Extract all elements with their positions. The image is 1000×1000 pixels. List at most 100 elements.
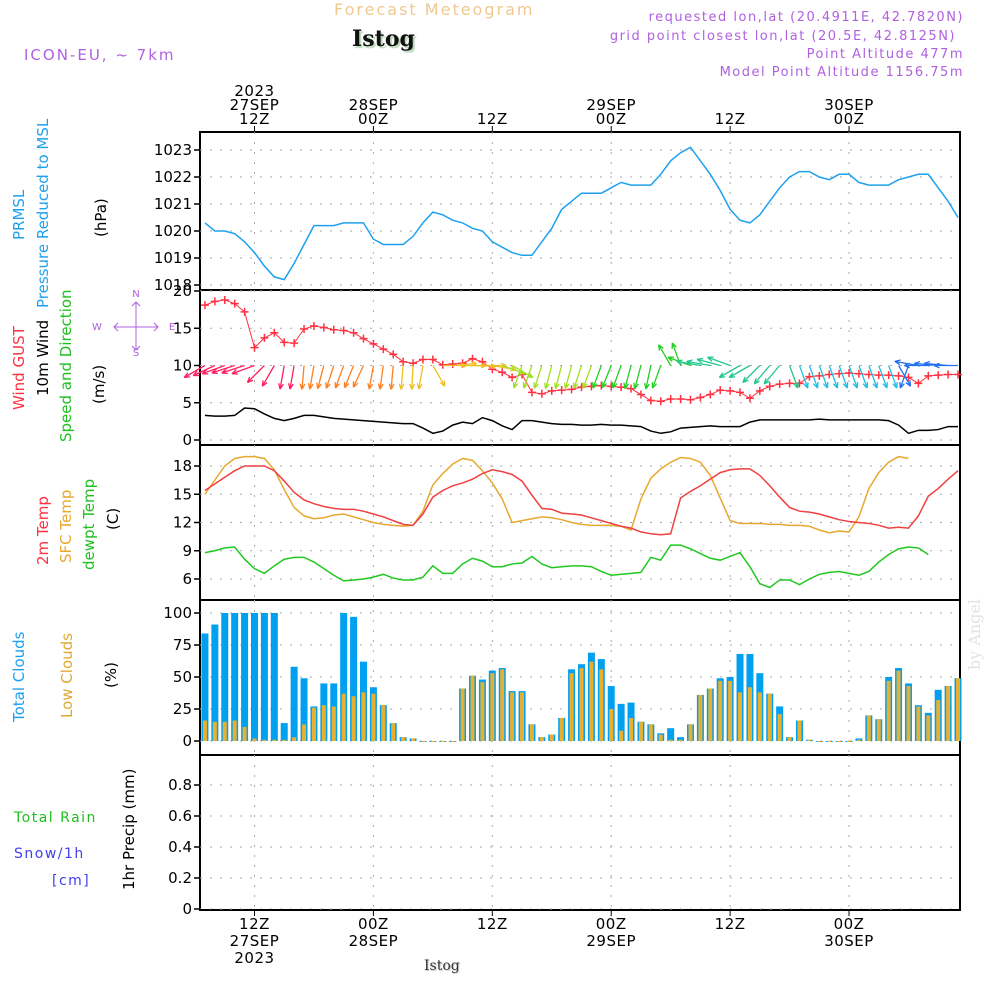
low-cloud-bar bbox=[866, 715, 871, 741]
gust-marker bbox=[736, 388, 745, 397]
gust-marker bbox=[884, 371, 893, 380]
wind-arrow bbox=[343, 365, 355, 389]
total-cloud-bar bbox=[231, 613, 239, 741]
gust-marker bbox=[795, 379, 804, 388]
low-cloud-bar bbox=[331, 706, 336, 741]
low-cloud-bar bbox=[757, 692, 762, 741]
wind-arrow bbox=[601, 365, 612, 389]
low-cloud-bar bbox=[738, 692, 743, 741]
wind-arrow bbox=[416, 365, 424, 390]
wind-arrow bbox=[299, 365, 306, 390]
low-cloud-bar bbox=[946, 685, 951, 741]
gust-marker bbox=[527, 388, 536, 397]
bottom-x-tick-label: 29SEP bbox=[586, 932, 636, 950]
wind-arrow bbox=[742, 365, 761, 384]
pressure-line bbox=[204, 146, 959, 281]
wind-arrow bbox=[798, 365, 809, 389]
grid-point-coords: grid point closest lon,lat (20.5E, 42.81… bbox=[609, 29, 956, 44]
wind-arrow bbox=[676, 359, 701, 367]
wind-arrow bbox=[522, 365, 533, 389]
y-tick-label: 0 bbox=[182, 900, 192, 918]
gust-marker bbox=[666, 395, 675, 404]
top-x-tick-label: 30SEP bbox=[824, 96, 874, 114]
low-cloud-bar bbox=[401, 737, 406, 741]
gust-marker bbox=[418, 355, 427, 364]
gust-marker bbox=[399, 357, 408, 366]
point-altitude: Point Altitude 477m bbox=[806, 47, 964, 62]
low-cloud-bar bbox=[847, 741, 852, 742]
gust-marker bbox=[448, 360, 457, 369]
y-tick-label: 15 bbox=[173, 319, 192, 337]
total-cloud-bar bbox=[340, 613, 348, 741]
low-cloud-bar bbox=[619, 730, 624, 741]
gust-marker bbox=[240, 307, 249, 316]
low-cloud-bar bbox=[252, 738, 257, 741]
total-cloud-bar bbox=[617, 703, 625, 741]
low-cloud-bar bbox=[956, 678, 961, 741]
low-cloud-bar bbox=[311, 707, 316, 741]
top-x-tick-label: 2023 bbox=[234, 82, 274, 100]
low-cloud-bar bbox=[787, 737, 792, 741]
top-x-tick-label: 00Z bbox=[834, 110, 865, 128]
wind-arrow bbox=[183, 364, 206, 379]
y-tick-label: 0.6 bbox=[168, 807, 192, 825]
gust-marker bbox=[686, 395, 695, 404]
total-cloud-bar bbox=[677, 737, 685, 741]
y-tick-label: 1021 bbox=[154, 195, 192, 213]
low-cloud-bar bbox=[351, 696, 356, 741]
low-cloud-bar bbox=[470, 675, 475, 741]
wind-arrow bbox=[553, 365, 563, 390]
wind-arrow bbox=[572, 365, 583, 389]
y-tick-label: 9 bbox=[182, 542, 192, 560]
low-cloud-bar bbox=[361, 692, 366, 741]
top-x-tick-label: 29SEP bbox=[586, 96, 636, 114]
wind-arrow bbox=[633, 365, 642, 390]
low-cloud-bar bbox=[510, 692, 515, 741]
low-cloud-bar bbox=[222, 721, 227, 741]
bottom-x-tick-label: 00Z bbox=[596, 915, 627, 933]
y-tick-label: 1020 bbox=[154, 222, 192, 240]
wind-arrow bbox=[848, 365, 859, 389]
y-tick-label: 50 bbox=[173, 668, 192, 686]
low-cloud-bar bbox=[529, 724, 534, 741]
wind-arrow bbox=[894, 359, 919, 367]
gust-marker bbox=[389, 350, 398, 359]
wind-arrow bbox=[838, 365, 849, 389]
low-cloud-bar bbox=[579, 668, 584, 741]
low-cloud-bar bbox=[807, 739, 812, 741]
gust-marker bbox=[438, 360, 447, 369]
wind-arrow bbox=[904, 362, 929, 369]
gust-marker bbox=[260, 333, 269, 342]
wind-arrow bbox=[533, 365, 543, 389]
gust-marker bbox=[498, 368, 507, 377]
wind-arrow bbox=[334, 365, 345, 389]
wind-arrow bbox=[696, 357, 721, 367]
total-cloud-bar bbox=[280, 723, 288, 741]
wind-arrow bbox=[544, 365, 553, 390]
y-tick-label: 1022 bbox=[154, 168, 192, 186]
total-cloud-bar bbox=[270, 613, 278, 741]
wind-arrow bbox=[686, 359, 711, 367]
y-tick-label: 0 bbox=[182, 732, 192, 750]
low-cloud-bar bbox=[658, 734, 663, 741]
wind-arrow bbox=[211, 364, 235, 375]
low-cloud-bar bbox=[520, 692, 525, 741]
y-tick-label: 0 bbox=[182, 431, 192, 449]
bottom-x-tick-label: 2023 bbox=[234, 949, 274, 967]
total-cloud-bar bbox=[260, 613, 268, 741]
wind-arrow bbox=[221, 364, 245, 375]
wind-arrow bbox=[753, 365, 771, 385]
low-cloud-bar bbox=[420, 741, 425, 742]
bottom-x-tick-label: 30SEP bbox=[824, 932, 874, 950]
wind-arrow bbox=[651, 365, 662, 389]
low-cloud-bar bbox=[411, 738, 416, 741]
wind-arrow bbox=[582, 365, 593, 389]
station-name: Istog bbox=[352, 26, 415, 52]
dewpt-line bbox=[204, 544, 929, 589]
low-cloud-bar bbox=[718, 680, 723, 741]
total-rain-label: Total Rain bbox=[14, 810, 97, 826]
gust-marker bbox=[894, 371, 903, 380]
low-cloud-bar bbox=[896, 670, 901, 741]
low-cloud-bar bbox=[321, 705, 326, 741]
gust-marker bbox=[716, 386, 725, 395]
